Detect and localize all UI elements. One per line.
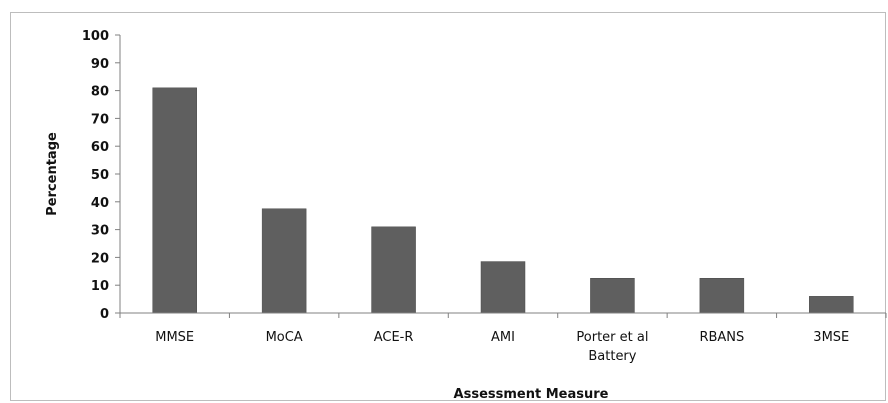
bar bbox=[261, 208, 307, 314]
y-tick-label: 90 bbox=[91, 57, 109, 72]
x-axis-ticks bbox=[119, 313, 887, 318]
y-tick-label: 80 bbox=[91, 85, 109, 100]
y-tick-label: 30 bbox=[91, 224, 109, 239]
x-tick-label: Porter et al Battery bbox=[576, 330, 648, 364]
x-axis-labels: MMSE MoCA ACE-R AMI Porter et al Battery RBANS… bbox=[155, 330, 849, 364]
y-axis-ticks: 0 10 20 30 40 50 60 70 80 90 100 bbox=[82, 29, 120, 322]
x-tick-label: RBANS bbox=[699, 330, 744, 345]
x-tick-label: MoCA bbox=[266, 330, 303, 345]
y-tick-label: 0 bbox=[100, 307, 109, 322]
bars bbox=[152, 87, 854, 314]
y-tick-label: 70 bbox=[91, 112, 109, 127]
bar bbox=[699, 278, 745, 314]
y-tick-label: 20 bbox=[91, 251, 109, 266]
bar bbox=[480, 261, 526, 314]
bar bbox=[590, 278, 635, 314]
y-tick-label: 50 bbox=[91, 168, 109, 183]
x-tick-label: 3MSE bbox=[813, 330, 849, 345]
bar bbox=[809, 296, 854, 314]
x-axis-title: Assessment Measure bbox=[454, 387, 609, 402]
x-tick-label: AMI bbox=[491, 330, 515, 345]
chart-frame bbox=[10, 12, 886, 401]
y-tick-label: 40 bbox=[91, 196, 109, 211]
x-tick-label: ACE-R bbox=[374, 330, 414, 345]
y-axis-title: Percentage bbox=[45, 132, 60, 216]
y-tick-label: 100 bbox=[82, 29, 109, 44]
y-tick-label: 10 bbox=[91, 279, 109, 294]
bar bbox=[371, 226, 416, 314]
y-tick-label: 60 bbox=[91, 140, 109, 155]
x-tick-label: MMSE bbox=[155, 330, 194, 345]
bar bbox=[152, 87, 197, 314]
